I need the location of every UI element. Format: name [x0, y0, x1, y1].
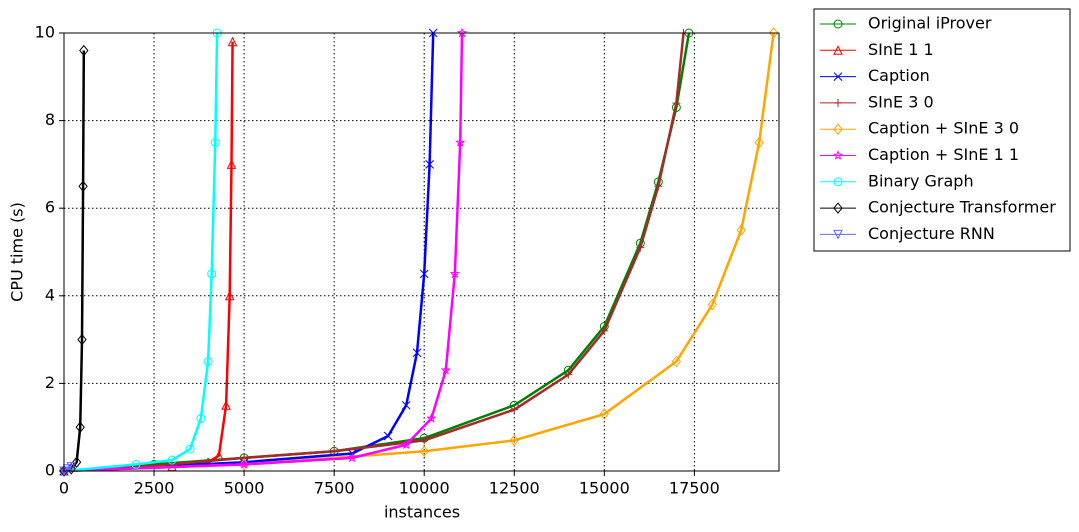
series-line	[63, 41, 234, 473]
marker	[227, 36, 238, 47]
legend: Original iProver SInE 1 1 Caption SInE 3 0 C…	[813, 8, 1071, 252]
marker	[509, 434, 519, 447]
y-tick-label: 4	[45, 285, 55, 304]
marker	[833, 229, 843, 240]
marker	[510, 405, 519, 414]
marker	[66, 462, 77, 472]
marker	[347, 452, 358, 463]
marker	[425, 160, 434, 169]
marker	[224, 290, 235, 301]
x-tick-label: 17500	[669, 479, 720, 498]
legend-frame	[813, 8, 1071, 252]
y-tick-label: 0	[45, 461, 55, 480]
marker	[832, 150, 844, 160]
marker	[672, 99, 681, 108]
marker	[185, 444, 195, 454]
marker	[654, 182, 663, 191]
marker	[833, 45, 843, 55]
marker	[768, 27, 779, 39]
marker	[600, 326, 609, 335]
x-tick-label: 12500	[489, 479, 540, 498]
marker	[419, 445, 429, 458]
marker	[564, 370, 573, 379]
x-tick-label: 10000	[399, 479, 450, 498]
legend-label: SInE 3 0	[868, 92, 934, 111]
x-tick-label: 5000	[224, 479, 265, 498]
x-tick-label: 0	[59, 479, 69, 498]
marker	[833, 19, 843, 29]
x-tick-label: 15000	[579, 479, 630, 498]
marker	[239, 459, 250, 469]
marker	[226, 159, 237, 169]
legend-label: Caption + SInE 1 1	[868, 145, 1019, 164]
series-line	[63, 32, 775, 473]
marker	[78, 180, 88, 193]
legend-label: Caption	[868, 66, 930, 85]
marker	[833, 202, 843, 214]
marker	[419, 269, 429, 279]
series-line	[63, 32, 685, 473]
marker	[412, 348, 422, 358]
marker	[455, 137, 466, 147]
marker	[221, 400, 231, 410]
marker	[449, 268, 460, 279]
x-axis-label: instances	[384, 503, 460, 522]
marker	[707, 298, 718, 311]
legend-label: Caption + SInE 3 0	[868, 119, 1019, 138]
marker	[207, 269, 217, 279]
marker	[754, 136, 764, 149]
legend-label: Conjecture RNN	[868, 224, 995, 243]
marker	[79, 44, 89, 57]
series-line	[63, 32, 435, 473]
marker	[456, 27, 468, 38]
series-line	[63, 32, 464, 473]
marker	[62, 464, 73, 474]
marker	[77, 333, 87, 346]
marker	[420, 436, 429, 445]
marker	[440, 364, 451, 375]
marker	[833, 72, 843, 81]
x-tick-label: 7500	[314, 479, 355, 498]
marker	[330, 447, 339, 456]
marker	[833, 177, 843, 187]
marker	[401, 400, 411, 410]
legend-label: Conjecture Transformer	[868, 198, 1056, 217]
legend-label: Original iProver	[868, 14, 992, 33]
marker	[736, 224, 746, 236]
y-tick-label: 8	[45, 110, 55, 129]
marker	[671, 355, 681, 368]
marker	[196, 413, 206, 423]
x-tick-label: 2500	[134, 479, 175, 498]
marker	[210, 138, 220, 147]
plot-frame	[63, 32, 780, 472]
y-tick-label: 2	[45, 373, 55, 392]
marker	[75, 421, 85, 434]
marker	[833, 123, 843, 136]
y-tick-label: 10	[35, 23, 55, 42]
y-axis-label: CPU time (s)	[8, 202, 27, 302]
marker	[636, 243, 645, 252]
marker	[426, 413, 437, 423]
marker	[834, 98, 842, 107]
marker	[71, 456, 82, 469]
marker	[599, 408, 609, 420]
series-line	[63, 50, 86, 473]
marker	[167, 455, 177, 465]
series-line	[63, 32, 219, 473]
legend-label: SInE 1 1	[868, 40, 934, 59]
legend-label: Binary Graph	[868, 171, 974, 190]
series-line	[63, 32, 691, 473]
y-tick-label: 6	[45, 198, 55, 217]
plot-area	[58, 27, 779, 477]
marker	[401, 439, 412, 450]
marker	[203, 357, 213, 366]
marker	[131, 459, 141, 469]
marker	[383, 431, 393, 441]
